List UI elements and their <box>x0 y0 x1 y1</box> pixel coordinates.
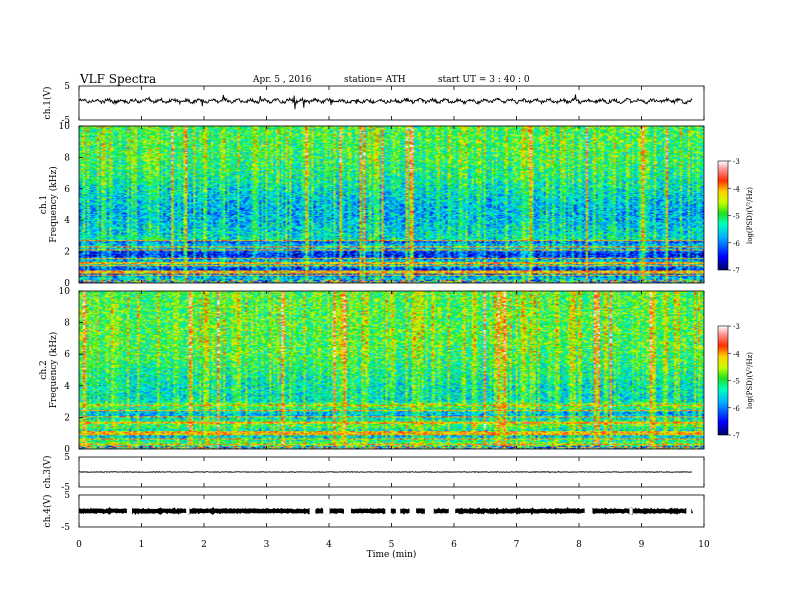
x-tick-label: 10 <box>698 540 710 550</box>
y-tick-label: 8 <box>64 153 70 163</box>
colorbar <box>717 160 729 271</box>
x-tick-label: 9 <box>639 540 645 550</box>
y-tick-label: 5 <box>64 491 70 501</box>
date-label: Apr. 5 , 2016 <box>253 75 312 85</box>
x-tick-label: 1 <box>139 540 145 550</box>
colorbar-tick-label: -5 <box>733 378 740 386</box>
colorbar-tick-label: -3 <box>733 158 740 166</box>
colorbar-label: log(PSD)(V²/Hz) <box>746 187 754 244</box>
waveform-gap <box>448 508 456 514</box>
y-tick-label: 5 <box>64 453 70 463</box>
y-axis-label: ch.2 <box>39 360 49 379</box>
waveform-gap <box>309 508 316 514</box>
x-axis-label: Time (min) <box>367 549 417 560</box>
y-axis-label: ch.1 <box>39 195 49 214</box>
waveform-gap <box>424 508 431 514</box>
y-tick-label: 4 <box>64 382 70 392</box>
colorbar-tick-label: -7 <box>733 432 740 440</box>
waveform-gap <box>629 508 633 514</box>
chart-title: VLF Spectra <box>80 72 157 86</box>
y-tick-label: 8 <box>64 319 70 329</box>
waveform-gap <box>686 508 692 514</box>
y-tick-label: 6 <box>64 350 70 360</box>
y-tick-label: -5 <box>61 116 70 126</box>
waveform-gap <box>409 508 417 514</box>
station-label: station= ATH <box>344 75 406 85</box>
waveform-gap <box>186 508 190 514</box>
y-tick-label: 0 <box>64 445 70 455</box>
spectrogram-ch2 <box>79 291 704 449</box>
y-tick-label: 6 <box>64 185 70 195</box>
panel-frame <box>78 494 705 528</box>
spectrogram-ch1 <box>79 126 704 283</box>
colorbar-tick-label: -4 <box>733 185 740 193</box>
waveform-ch3 <box>78 470 692 473</box>
waveform-gap <box>428 508 434 514</box>
colorbar-tick-label: -3 <box>733 323 740 331</box>
waveform-ch1 <box>78 94 693 110</box>
colorbar-tick-label: -6 <box>733 240 740 248</box>
y-tick-label: 5 <box>64 82 70 92</box>
y-tick-label: 10 <box>59 122 71 132</box>
x-tick-label: 6 <box>451 540 457 550</box>
y-tick-label: -5 <box>61 483 70 493</box>
panel-frame <box>78 125 705 284</box>
x-tick-label: 3 <box>264 540 270 550</box>
waveform-gap <box>323 508 330 514</box>
x-tick-label: 2 <box>201 540 207 550</box>
colorbar <box>717 325 729 436</box>
y-tick-label: 10 <box>59 287 71 297</box>
x-tick-label: 7 <box>514 540 520 550</box>
x-tick-label: 5 <box>389 540 395 550</box>
colorbar-label: log(PSD)(V²/Hz) <box>746 352 754 409</box>
panel-frame <box>78 85 705 121</box>
waveform-gap <box>584 508 593 514</box>
panel-frame <box>78 290 705 450</box>
colorbar-tick-label: -5 <box>733 213 740 221</box>
waveform-gap <box>385 508 391 514</box>
y-tick-label: 2 <box>64 248 70 258</box>
start-time-label: start UT = 3 : 40 : 0 <box>438 75 530 85</box>
x-tick-label: 0 <box>76 540 82 550</box>
y-axis-label: ch.1(V) <box>42 87 53 120</box>
waveform-gap <box>395 508 401 514</box>
y-axis-label: ch.3(V) <box>42 456 53 489</box>
y-axis-label: ch.4(V) <box>42 495 53 528</box>
panel-frame <box>78 456 705 488</box>
colorbar-tick-label: -6 <box>733 405 740 413</box>
waveform-gap <box>126 508 132 514</box>
y-tick-label: 2 <box>64 413 70 423</box>
y-axis-label-frequency: Frequency (kHz) <box>48 166 59 243</box>
y-tick-label: 4 <box>64 216 70 226</box>
x-tick-label: 8 <box>576 540 582 550</box>
y-tick-label: 0 <box>64 279 70 289</box>
waveform-gap <box>343 508 351 514</box>
x-tick-label: 4 <box>326 540 332 550</box>
y-tick-label: -5 <box>61 523 70 533</box>
colorbar-tick-label: -4 <box>733 350 740 358</box>
y-axis-label-frequency: Frequency (kHz) <box>48 332 59 409</box>
colorbar-tick-label: -7 <box>733 267 740 275</box>
